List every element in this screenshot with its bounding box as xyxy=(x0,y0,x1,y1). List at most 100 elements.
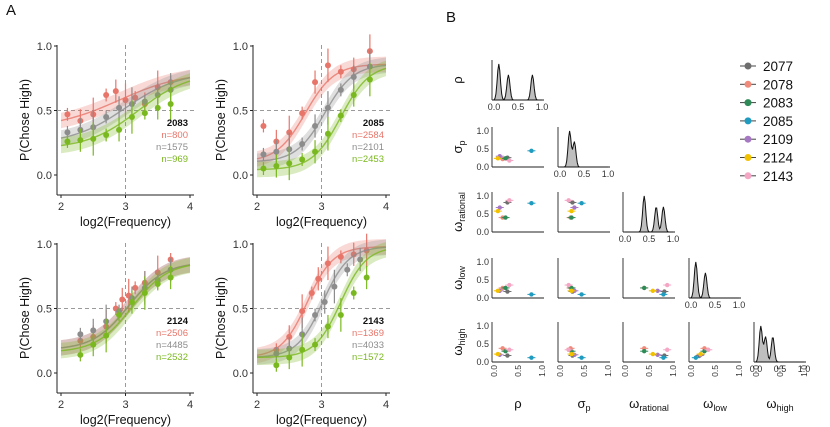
estimate-point-2143 xyxy=(566,347,571,352)
estimate-point-2085 xyxy=(579,355,584,360)
y-tick-label: 0.0 xyxy=(37,170,52,182)
data-point xyxy=(363,274,370,281)
bottom-x-tick-label: 0.0 xyxy=(751,365,761,377)
estimate-point-2143 xyxy=(706,347,711,352)
legend-label-2085: 2085 xyxy=(763,114,793,129)
data-point xyxy=(64,129,71,136)
diag-x-tick-label: 0.5 xyxy=(774,364,787,374)
data-point xyxy=(273,362,280,369)
x-tick-label: 4 xyxy=(383,399,389,411)
cell-y-tick-label: 0.0 xyxy=(476,227,489,237)
row-label-2-symbol: ω xyxy=(450,222,465,232)
cell-y-tick-label: 1.0 xyxy=(476,126,489,136)
cell-y-tick-label: 1.0 xyxy=(476,191,489,201)
n-label-red: n=2584 xyxy=(352,130,384,141)
n-label-gray: n=4033 xyxy=(352,340,384,351)
x-tick-label: 3 xyxy=(122,201,128,213)
estimate-point-2083 xyxy=(503,285,508,291)
row-label-2-subscript: rational xyxy=(457,192,467,222)
data-point xyxy=(154,269,161,276)
bottom-x-tick-label: 0.5 xyxy=(775,365,785,377)
data-point xyxy=(128,113,135,120)
estimate-point-2083 xyxy=(569,215,574,220)
y-tick-label: 1.0 xyxy=(233,41,248,53)
data-point xyxy=(116,126,123,133)
y-tick-label: 1.0 xyxy=(233,239,248,251)
data-point xyxy=(350,251,357,258)
data-point xyxy=(357,256,364,263)
data-point xyxy=(167,274,174,281)
x-tick-label: 3 xyxy=(122,399,128,411)
data-point xyxy=(299,346,306,353)
estimate-point-2109 xyxy=(572,205,577,210)
col-label-4: ωhigh xyxy=(766,396,793,413)
col-label-1: σp xyxy=(577,396,590,413)
matrix-cell-2-0: 0.0 0.5 1.0 xyxy=(476,191,544,237)
series-green xyxy=(60,257,191,362)
panel-label-a: A xyxy=(6,2,16,19)
y-tick-label: 0.5 xyxy=(37,304,52,316)
matrix-cell-3-3: 0.0 0.5 1.0 xyxy=(685,258,745,310)
data-point xyxy=(90,341,97,348)
subplot-2124: 0.0 0.5 1.0 2 3 4 log2(Frequency) P(Chose High)… xyxy=(18,239,194,427)
legend-label-2143: 2143 xyxy=(763,169,793,184)
legend-marker-2077 xyxy=(744,62,752,70)
data-point xyxy=(141,98,148,105)
data-point xyxy=(77,137,84,144)
cell-y-tick-label: 0.5 xyxy=(476,339,489,349)
estimate-point-2143 xyxy=(566,198,571,203)
bottom-x-tick-label: 1.0 xyxy=(537,365,547,377)
diag-x-tick-label: 0.5 xyxy=(512,102,525,112)
cell-y-tick-label: 0.5 xyxy=(476,209,489,219)
estimate-point-2085 xyxy=(579,201,584,206)
data-point xyxy=(324,104,331,111)
legend: 2077 2078 2083 2085 2109 2124 2143 xyxy=(740,59,794,184)
data-point xyxy=(331,283,338,290)
diag-x-tick-label: 0.0 xyxy=(488,102,501,112)
col-label-2-symbol: ω xyxy=(629,396,639,411)
col-label-0-symbol: ρ xyxy=(514,396,521,411)
x-tick-label: 4 xyxy=(187,201,193,213)
diag-x-tick-label: 0.5 xyxy=(643,234,656,244)
row-label-2: ωrational xyxy=(450,192,467,232)
subject-label: 2085 xyxy=(363,118,385,129)
estimate-point-2085 xyxy=(529,355,534,360)
estimate-point-2143 xyxy=(507,158,512,163)
fit-band xyxy=(257,239,386,365)
data-point xyxy=(103,132,110,139)
estimate-point-2143 xyxy=(507,282,512,288)
data-point xyxy=(273,148,280,155)
matrix-cell-3-1 xyxy=(557,258,610,299)
y-axis-label: P(Chose High) xyxy=(214,79,228,161)
x-tick-label: 2 xyxy=(254,201,260,213)
data-point xyxy=(350,73,357,80)
estimate-point-2124 xyxy=(495,288,501,293)
x-tick-label: 3 xyxy=(318,201,324,213)
density-4 xyxy=(755,325,804,363)
estimate-point-2085 xyxy=(661,292,666,297)
data-point xyxy=(337,112,344,119)
diag-x-tick-label: 0.0 xyxy=(685,300,698,310)
n-label-gray: n=4485 xyxy=(156,340,188,351)
x-tick-label: 2 xyxy=(58,201,64,213)
estimate-point-2143 xyxy=(566,282,571,288)
subplot-2143: 0.0 0.5 1.0 2 3 4 log2(Frequency) P(Chose High)… xyxy=(214,233,390,427)
row-label-0-symbol: ρ xyxy=(450,76,465,83)
bottom-x-tick-label: 1.0 xyxy=(734,365,744,377)
panel-b-pairwise-matrix: 0.0 0.5 1.00.00.51.00.0 0.5 1.00.00.51.00.0 0… xyxy=(450,59,810,413)
data-point xyxy=(128,299,135,306)
estimate-point-2109 xyxy=(655,288,660,293)
data-point xyxy=(299,156,306,163)
data-point xyxy=(337,86,344,93)
n-label-green: n=969 xyxy=(161,154,188,165)
data-point xyxy=(324,62,331,69)
col-label-2-subscript: rational xyxy=(639,403,669,413)
n-label-red: n=2506 xyxy=(156,328,188,339)
legend-marker-2085 xyxy=(744,117,752,125)
data-point xyxy=(112,88,119,95)
legend-label-2078: 2078 xyxy=(763,77,793,92)
series-green xyxy=(60,73,191,156)
matrix-cell-2-2: 0.0 0.5 1.0 xyxy=(619,192,679,244)
x-tick-label: 4 xyxy=(383,201,389,213)
data-point xyxy=(350,92,357,99)
